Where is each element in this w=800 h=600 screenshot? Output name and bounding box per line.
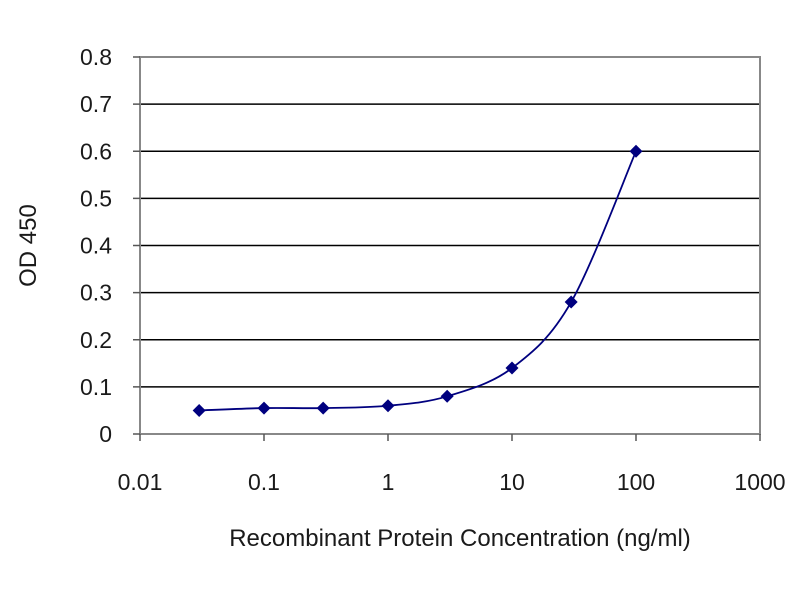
- y-tick-label: 0.8: [80, 44, 112, 70]
- gridlines: [140, 103, 760, 388]
- x-tick-label: 10: [499, 469, 525, 495]
- data-point-marker: [381, 399, 395, 413]
- data-point-marker: [629, 144, 643, 158]
- y-tick-label: 0: [99, 421, 112, 447]
- data-point-marker: [257, 401, 271, 415]
- y-tick-label: 0.6: [80, 138, 112, 164]
- fit-curve: [199, 150, 637, 412]
- x-tick-label: 1000: [734, 469, 785, 495]
- series: [192, 144, 643, 417]
- data-point-marker: [440, 389, 454, 403]
- x-axis-title: Recombinant Protein Concentration (ng/ml…: [229, 525, 691, 552]
- axis-ticks: 0 0.1 0.2 0.3 0.4 0.5 0.6 0.7 0.8 0.01 0.1 1 10 100 10…: [80, 44, 786, 495]
- x-tick-label: 100: [617, 469, 655, 495]
- y-tick-label: 0.1: [80, 374, 112, 400]
- y-axis-title: OD 450: [15, 204, 42, 287]
- y-tick-label: 0.5: [80, 185, 112, 211]
- data-point-marker: [192, 403, 206, 417]
- data-point-marker: [564, 295, 578, 309]
- x-tick-label: 1: [382, 469, 395, 495]
- x-tick-label: 0.01: [118, 469, 163, 495]
- x-tick-label: 0.1: [248, 469, 280, 495]
- data-point-marker: [505, 361, 519, 375]
- y-tick-label: 0.4: [80, 233, 112, 259]
- y-tick-label: 0.2: [80, 327, 112, 353]
- y-tick-label: 0.3: [80, 280, 112, 306]
- data-point-marker: [316, 401, 330, 415]
- y-tick-label: 0.7: [80, 91, 112, 117]
